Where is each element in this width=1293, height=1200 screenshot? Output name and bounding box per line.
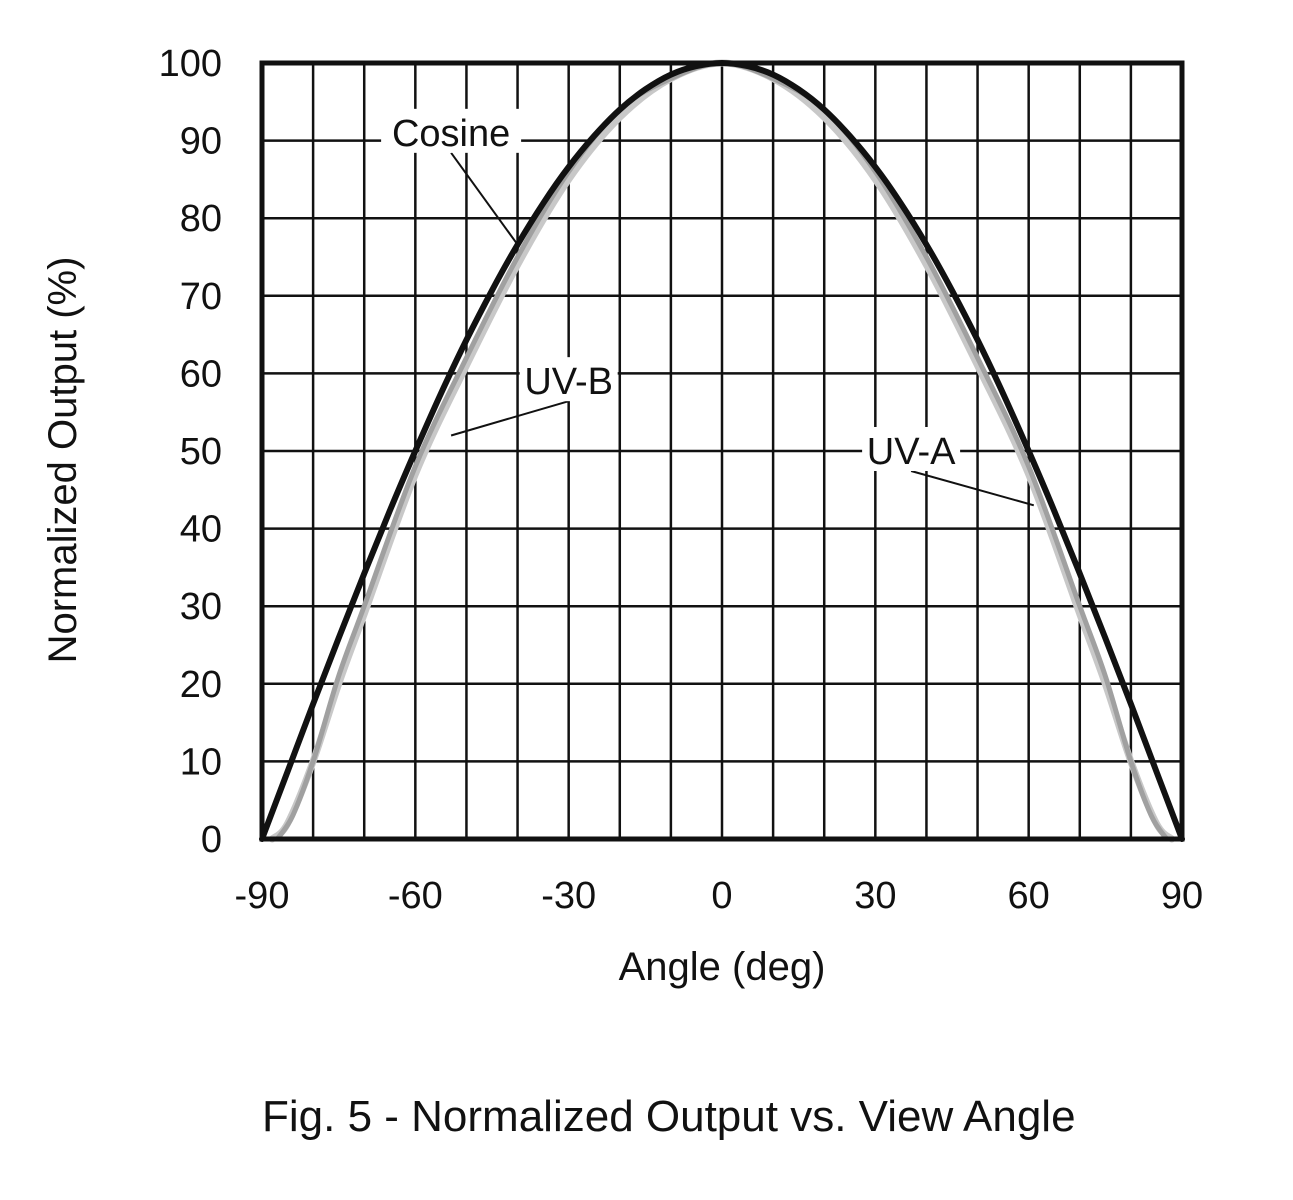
y-tick-label: 50 [180, 431, 222, 473]
annotation-background-cosine [381, 108, 522, 153]
y-tick-label: 70 [180, 276, 222, 318]
x-tick-label: 60 [1008, 875, 1050, 917]
y-tick-label: 100 [159, 43, 222, 85]
annotations: Cosine UV-B UV-A [381, 108, 1035, 507]
x-tick-label: -60 [388, 875, 443, 917]
annotation-label-uv-a: UV-A [867, 431, 956, 473]
annotation-label-uv-b: UV-B [524, 361, 613, 403]
y-tick-label: 20 [180, 664, 222, 706]
x-axis-label: Angle (deg) [619, 945, 826, 989]
y-tick-label: 60 [180, 353, 222, 395]
y-tick-label: 90 [180, 121, 222, 163]
y-tick-label: 10 [180, 741, 222, 783]
annotation-leader-uv-a [910, 470, 1035, 507]
plot-frame [259, 60, 1185, 842]
x-tick-label: 90 [1161, 875, 1203, 917]
annotation-leader-uv-b [450, 400, 569, 437]
y-axis-label: Normalized Output (%) [41, 257, 85, 664]
y-tick-label: 0 [201, 819, 222, 861]
annotation-background-uv-b [519, 357, 618, 402]
y-tick-label: 30 [180, 586, 222, 628]
x-tick-label: 0 [711, 875, 732, 917]
x-tick-label: 30 [854, 875, 896, 917]
figure-caption: Fig. 5 - Normalized Output vs. View Angl… [262, 1092, 1076, 1141]
annotation-background-uv-a [862, 427, 961, 471]
y-tick-label: 40 [180, 509, 222, 551]
grid [262, 63, 1182, 839]
y-tick-label: 80 [180, 198, 222, 240]
tick-labels: -90 -60 -30 0 30 60 90 0 10 20 30 40 50 60 70 80 90 100 [159, 43, 1204, 917]
annotation-label-cosine: Cosine [392, 113, 510, 155]
annotation-leader-cosine [450, 152, 519, 246]
x-tick-label: -90 [235, 875, 290, 917]
plot-border [259, 60, 1185, 842]
x-tick-label: -30 [541, 875, 596, 917]
